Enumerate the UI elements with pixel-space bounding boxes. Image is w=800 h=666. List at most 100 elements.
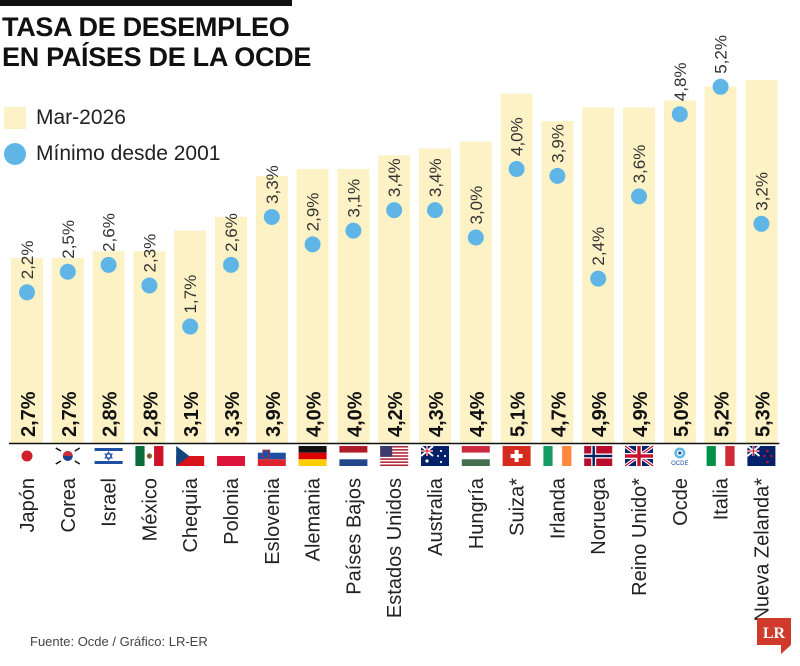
lr-logo-text: LR — [763, 625, 786, 642]
category-label: Japón — [17, 478, 39, 533]
legend-bar-label: Mar-2026 — [36, 106, 126, 129]
italy-flag-icon — [706, 446, 735, 466]
min-value-label: 2,5% — [59, 220, 78, 259]
min-value-label: 2,3% — [140, 234, 159, 273]
legend-bar-swatch — [4, 107, 26, 129]
min-dot-18 — [753, 215, 770, 232]
uk-flag-icon — [623, 444, 655, 468]
germany-flag-icon — [298, 446, 327, 466]
min-value-label: 1,7% — [181, 275, 200, 314]
lr-logo: LR — [757, 618, 791, 654]
mexico-flag-icon — [135, 446, 164, 466]
bar-value-label: 4,0% — [304, 391, 326, 437]
bar-value-label: 4,9% — [630, 391, 652, 437]
min-value-label: 3,4% — [426, 158, 445, 197]
legend: Mar-2026 Mínimo desde 2001 — [4, 100, 220, 172]
ireland-flag-icon — [543, 446, 572, 466]
category-label: Suiza* — [507, 478, 529, 536]
top-rule — [0, 0, 292, 6]
category-label-line: Hungría — [466, 477, 488, 549]
category-label-line: Alemania — [303, 477, 325, 561]
category-label: Corea — [58, 477, 80, 532]
min-dot-9 — [386, 202, 403, 219]
new-zealand-flag-icon — [746, 445, 776, 466]
min-dot-6 — [263, 208, 280, 225]
bar-7 — [296, 169, 329, 443]
category-label-line: Israel — [99, 478, 121, 527]
category-label: Estados Unidos — [384, 478, 406, 618]
poland-flag-icon — [217, 446, 245, 466]
category-label: México — [139, 478, 161, 541]
legend-item-bar: Mar-2026 — [4, 100, 220, 136]
category-label: Ocde — [670, 478, 692, 526]
category-label-line: Polonia — [221, 477, 243, 545]
bar-value-label: 4,3% — [426, 391, 448, 437]
bar-12 — [500, 93, 533, 444]
category-label: Hungría — [466, 477, 488, 549]
bar-value-label: 3,1% — [181, 391, 203, 437]
min-value-label: 4,0% — [508, 117, 527, 156]
category-label-line: Chequia — [180, 477, 202, 552]
oecd-logo-text: OCDE — [671, 461, 688, 467]
min-value-label: 3,0% — [467, 186, 486, 225]
category-label: Australia — [425, 477, 447, 556]
source-footer: Fuente: Ocde / Gráfico: LR-ER — [30, 634, 208, 649]
min-dot-5 — [223, 256, 239, 273]
bar-11 — [459, 141, 492, 443]
category-label: Nueva Zelanda* — [751, 478, 773, 622]
bar-5 — [215, 216, 247, 443]
chart-title: TASA DE DESEMPLEO EN PAÍSES DE LA OCDE — [2, 12, 311, 72]
min-value-label: 4,8% — [671, 62, 690, 101]
category-label: Reino Unido* — [629, 478, 651, 596]
chart-title-line2: EN PAÍSES DE LA OCDE — [2, 42, 312, 72]
min-value-label: 2,9% — [304, 193, 323, 232]
bar-value-label: 4,0% — [344, 391, 366, 437]
bar-value-label: 5,2% — [712, 391, 734, 437]
category-label-line: Corea — [58, 477, 80, 532]
switzerland-flag-icon — [502, 446, 531, 466]
category-label-line: Estados Unidos — [384, 478, 406, 618]
min-value-label: 3,2% — [752, 172, 771, 211]
norway-flag-icon — [584, 446, 613, 466]
bar-value-label: 4,4% — [467, 391, 489, 437]
min-value-label: 2,6% — [100, 213, 119, 252]
min-value-label: 2,2% — [18, 241, 37, 280]
min-value-label: 5,2% — [712, 35, 731, 74]
category-label: Noruega — [588, 477, 610, 555]
bar-value-label: 4,9% — [589, 391, 611, 437]
min-dot-0 — [19, 284, 35, 301]
min-value-label: 3,1% — [344, 179, 363, 218]
category-label: Italia — [711, 477, 733, 520]
bar-value-label: 3,9% — [263, 391, 285, 437]
japan-flag-icon — [13, 446, 41, 466]
category-label: Polonia — [221, 477, 243, 545]
min-dot-16 — [671, 106, 688, 123]
bar-value-label: 2,8% — [100, 391, 122, 437]
slovenia-flag-icon — [257, 446, 286, 466]
category-label-line: Noruega — [588, 477, 610, 555]
bar-2 — [92, 251, 125, 443]
min-dot-13 — [549, 167, 566, 184]
legend-dot-label: Mínimo desde 2001 — [36, 142, 221, 165]
category-label: Chequia — [180, 477, 202, 552]
category-label: Eslovenia — [262, 477, 284, 565]
min-dot-12 — [508, 161, 525, 177]
bar-value-label: 3,3% — [222, 391, 244, 437]
bar-value-label: 4,7% — [548, 391, 570, 437]
bar-value-label: 5,1% — [508, 391, 530, 437]
netherlands-flag-icon — [339, 446, 368, 466]
min-dot-8 — [345, 222, 362, 239]
bar-10 — [419, 148, 451, 443]
hungary-flag-icon — [461, 446, 490, 466]
category-label: Países Bajos — [343, 478, 365, 595]
bar-17 — [704, 86, 737, 444]
category-label-line: Nueva Zelanda* — [751, 478, 773, 622]
category-label-line: Japón — [17, 478, 39, 533]
min-value-label: 3,6% — [630, 145, 649, 184]
bar-18 — [745, 79, 778, 443]
czechia-flag-icon — [176, 446, 205, 466]
category-label: Israel — [99, 478, 121, 527]
min-dot-11 — [467, 229, 484, 246]
min-dot-14 — [590, 270, 607, 287]
min-dot-15 — [631, 188, 647, 205]
